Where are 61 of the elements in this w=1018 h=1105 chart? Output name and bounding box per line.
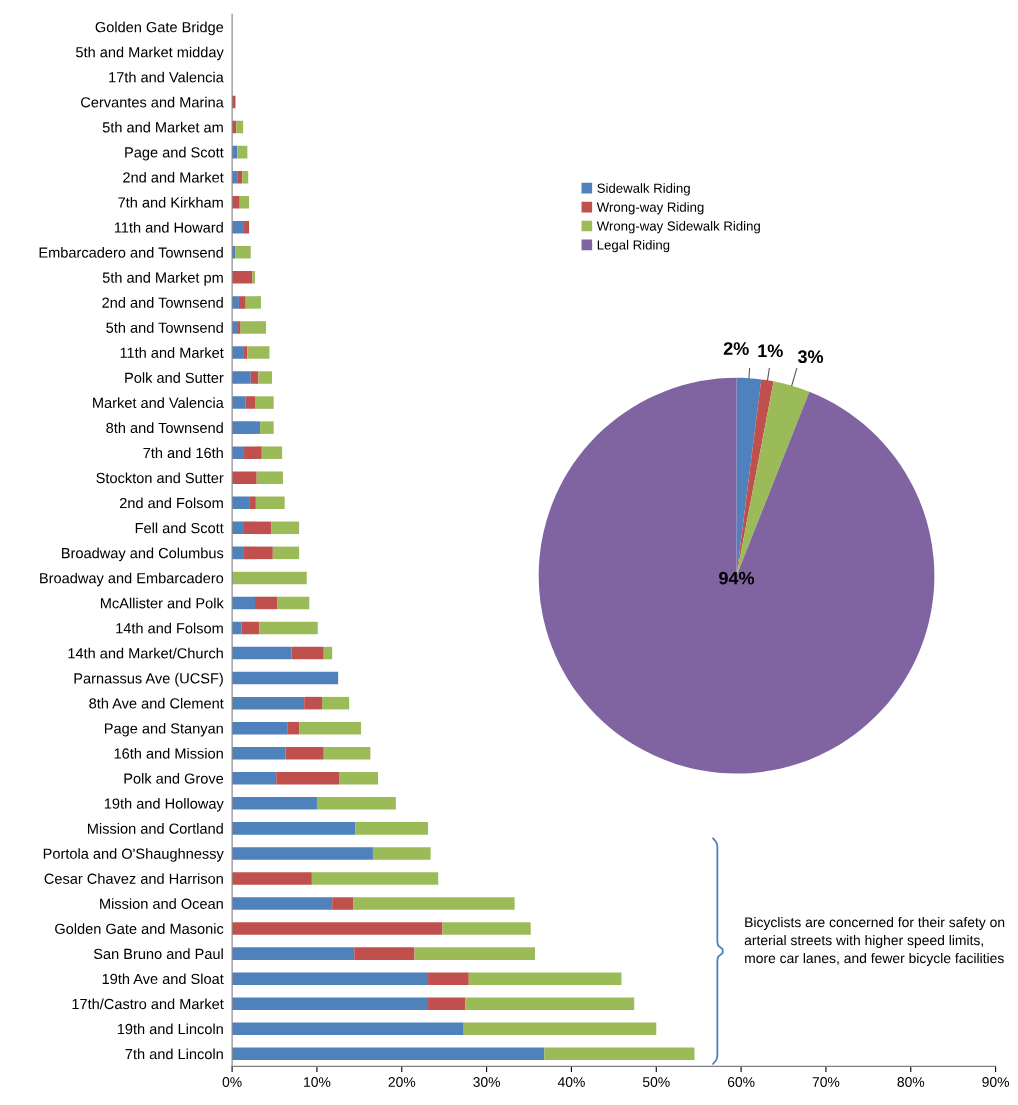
y-tick-label: Page and Stanyan <box>104 722 223 737</box>
y-tick-label: 8th Ave and Clement <box>89 697 224 709</box>
x-tick-label: 40% <box>557 1077 585 1087</box>
data-label: 94% <box>719 571 755 585</box>
y-tick-label: 11th and Market <box>120 347 224 358</box>
y-tick-label: Cervantes and Marina <box>81 96 224 108</box>
y-tick-label: Portola and O'Shaughnessy <box>43 848 224 862</box>
data-label: 1% <box>758 344 783 358</box>
x-tick-label: 80% <box>897 1077 925 1087</box>
y-tick-label: 2nd and Market <box>123 171 224 183</box>
y-tick-label: 17th and Valencia <box>109 71 224 83</box>
y-tick-label: 5th and Market pm <box>102 272 223 286</box>
y-tick-label: McAllister and Polk <box>100 597 224 609</box>
y-tick-label: Polk and Sutter <box>125 372 224 383</box>
data-label: 3% <box>797 350 824 364</box>
y-tick-label: Fell and Scott <box>135 522 224 534</box>
x-tick-label: 70% <box>812 1077 840 1087</box>
annotation: Bicyclists are concerned for their safety on arterial streets with higher speed limits, more car lanes, and fewer bicycle facilities <box>744 917 1005 966</box>
y-tick-label: Mission and Cortland <box>87 823 223 834</box>
x-tick-label: 90% <box>982 1077 1010 1087</box>
y-tick-label: 19th Ave and Sloat <box>102 973 224 985</box>
y-tick-label: Broadway and Embarcadero <box>40 572 224 587</box>
x-tick-label: 20% <box>388 1077 416 1087</box>
y-tick-label: Golden Gate Bridge <box>95 21 224 36</box>
legend-label: Sidewalk Riding <box>597 183 690 196</box>
x-tick-label: 30% <box>473 1077 501 1087</box>
y-tick-label: 2nd and Townsend <box>102 297 223 308</box>
y-tick-label: Page and Scott <box>125 146 224 161</box>
y-tick-label: 5th and Townsend <box>106 322 223 333</box>
x-tick-label: 50% <box>642 1077 670 1087</box>
x-tick-label: 10% <box>304 1077 331 1087</box>
y-tick-label: 7th and Kirkham <box>118 196 223 208</box>
y-tick-label: Mission and Ocean <box>100 898 223 909</box>
data-label: 2% <box>723 342 749 355</box>
y-tick-label: 5th and Market am <box>102 121 223 133</box>
y-tick-label: San Bruno and Paul <box>93 948 223 960</box>
y-tick-label: Golden Gate and Masonic <box>55 923 224 934</box>
y-tick-label: Market and Valencia <box>93 397 224 409</box>
y-tick-label: 19th and Holloway <box>104 798 224 812</box>
y-tick-label: Parnassus Ave (UCSF) <box>74 672 223 687</box>
legend-label: Wrong-way Sidewalk Riding <box>596 221 760 234</box>
y-tick-label: 16th and Mission <box>114 747 223 759</box>
y-tick-label: Broadway and Columbus <box>62 547 224 562</box>
y-tick-label: 14th and Folsom <box>116 622 223 634</box>
legend-label: Legal Riding <box>597 239 670 253</box>
y-tick-label: 5th and Market midday <box>76 46 224 61</box>
x-tick-label: 0% <box>222 1077 242 1087</box>
x-tick-label: 60% <box>727 1077 755 1087</box>
y-tick-label: 19th and Lincoln <box>117 1023 223 1035</box>
y-tick-label: Embarcadero and Townsend <box>39 247 223 258</box>
y-tick-label: 8th and Townsend <box>106 422 223 434</box>
y-tick-label: 17th/Castro and Market <box>72 998 224 1010</box>
y-tick-label: 7th and 16th <box>143 447 223 459</box>
y-tick-label: 14th and Market/Church <box>68 647 223 659</box>
y-tick-label: 7th and Lincoln <box>125 1048 223 1060</box>
legend-label: Wrong-way Riding <box>596 202 704 215</box>
y-tick-label: Polk and Grove <box>124 773 224 784</box>
y-tick-label: 11th and Howard <box>114 221 223 233</box>
y-tick-label: Cesar Chavez and Harrison <box>44 873 223 884</box>
y-tick-label: 2nd and Folsom <box>119 497 223 509</box>
y-tick-label: Stockton and Sutter <box>96 472 224 484</box>
